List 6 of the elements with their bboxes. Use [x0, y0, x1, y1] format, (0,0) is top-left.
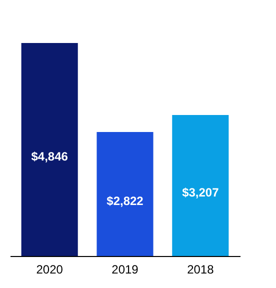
data-label: $2,822 [106, 194, 144, 208]
data-label: $3,207 [182, 186, 220, 200]
data-label: $4,846 [31, 150, 68, 164]
x-tick-label: 2019 [112, 262, 139, 276]
x-tick-label: 2018 [187, 262, 214, 276]
x-tick-label: 2020 [36, 262, 64, 276]
